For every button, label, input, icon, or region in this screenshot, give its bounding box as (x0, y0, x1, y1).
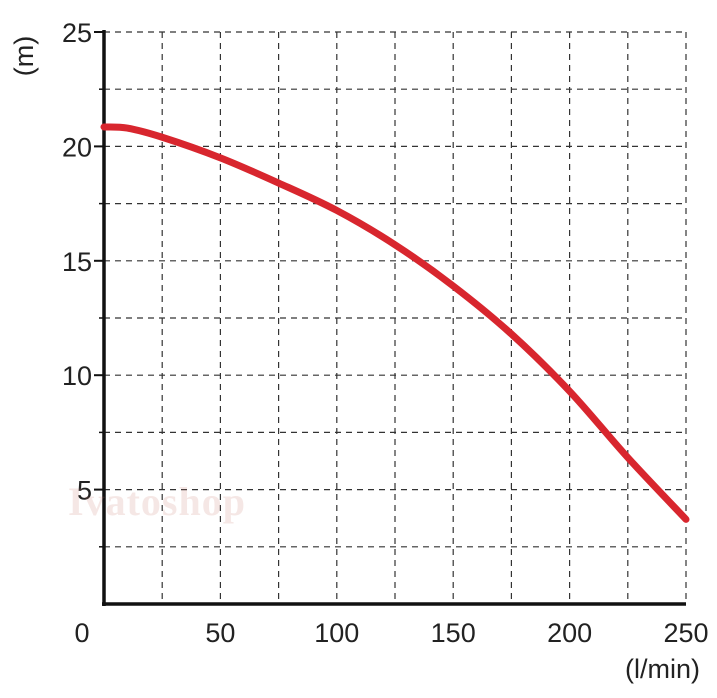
y-tick-label: 20 (62, 132, 92, 162)
series-line (100, 123, 690, 523)
y-tick-label: 25 (62, 18, 92, 48)
x-tick-label: 100 (314, 618, 359, 648)
watermark: Ivatoshop (68, 479, 246, 524)
x-tick-label: 50 (205, 618, 235, 648)
y-tick-label: 10 (62, 361, 92, 391)
x-tick-label: 0 (74, 618, 89, 648)
y-tick-label: 15 (62, 247, 92, 277)
x-tick-label: 200 (547, 618, 592, 648)
x-tick-label: 150 (431, 618, 476, 648)
x-tick-label: 250 (663, 618, 708, 648)
y-axis-label: (m) (9, 36, 39, 76)
x-axis-label: (l/min) (625, 654, 700, 684)
series (100, 123, 690, 523)
y-tick-label: 5 (77, 476, 92, 506)
grid (104, 31, 687, 604)
